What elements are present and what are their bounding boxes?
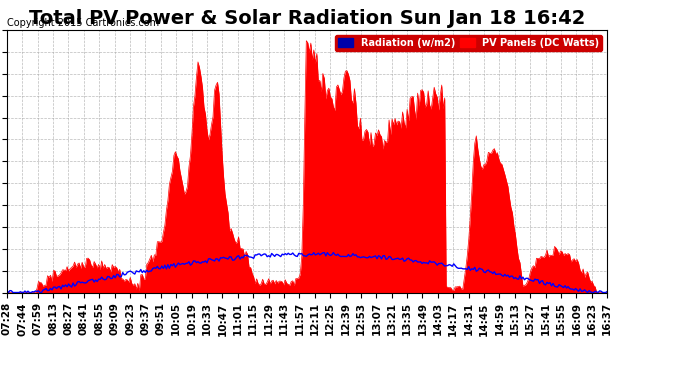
Text: Copyright 2015 Cartronics.com: Copyright 2015 Cartronics.com bbox=[7, 18, 159, 28]
Title: Total PV Power & Solar Radiation Sun Jan 18 16:42: Total PV Power & Solar Radiation Sun Jan… bbox=[29, 9, 585, 28]
Legend: Radiation (w/m2), PV Panels (DC Watts): Radiation (w/m2), PV Panels (DC Watts) bbox=[335, 35, 602, 51]
